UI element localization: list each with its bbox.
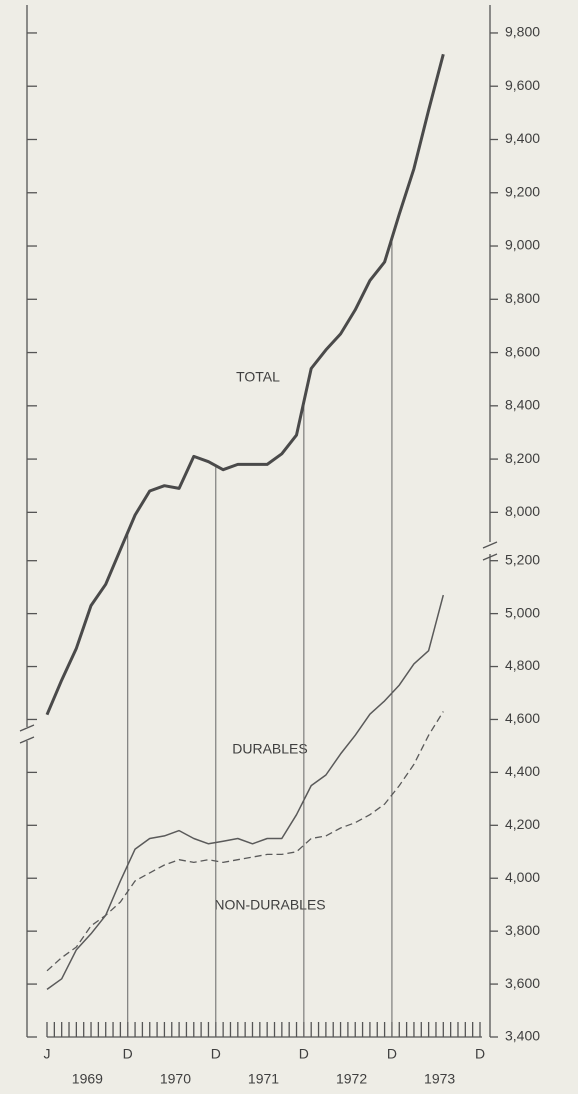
y-tick-label: 3,400 — [505, 1028, 540, 1044]
year-label: 1973 — [424, 1071, 455, 1087]
y-tick-label: 5,000 — [505, 604, 540, 620]
y-tick-label: 4,000 — [505, 869, 540, 885]
y-tick-label: 8,600 — [505, 343, 540, 359]
y-tick-label: 4,400 — [505, 763, 540, 779]
x-tick-label: J — [44, 1046, 51, 1062]
series-label: NON-DURABLES — [214, 897, 325, 913]
x-tick-label: D — [475, 1046, 485, 1062]
x-tick-label: D — [299, 1046, 309, 1062]
y-tick-label: 9,800 — [505, 24, 540, 40]
y-tick-label: 3,800 — [505, 922, 540, 938]
x-tick-label: D — [387, 1046, 397, 1062]
y-tick-label: 8,200 — [505, 450, 540, 466]
series-label: TOTAL — [236, 369, 280, 385]
y-tick-label: 4,800 — [505, 657, 540, 673]
y-tick-label: 9,400 — [505, 130, 540, 146]
year-label: 1969 — [72, 1071, 103, 1087]
x-tick-label: D — [123, 1046, 133, 1062]
y-tick-label: 9,200 — [505, 183, 540, 199]
y-tick-label: 8,000 — [505, 503, 540, 519]
axis-break — [482, 541, 498, 561]
y-tick-label: 9,600 — [505, 77, 540, 93]
series-line — [45, 53, 445, 716]
y-tick-label: 5,200 — [505, 551, 540, 567]
year-label: 1970 — [160, 1071, 191, 1087]
y-tick-label: 4,600 — [505, 710, 540, 726]
year-label: 1972 — [336, 1071, 367, 1087]
series-line — [46, 594, 445, 991]
y-tick-label: 4,200 — [505, 816, 540, 832]
y-tick-label: 3,600 — [505, 975, 540, 991]
year-label: 1971 — [248, 1071, 279, 1087]
axis-break — [19, 724, 35, 744]
series-line — [46, 711, 444, 972]
y-tick-label: 8,400 — [505, 397, 540, 413]
y-tick-label: 9,000 — [505, 237, 540, 253]
series-label: DURABLES — [232, 741, 307, 757]
y-tick-label: 8,800 — [505, 290, 540, 306]
x-tick-label: D — [211, 1046, 221, 1062]
